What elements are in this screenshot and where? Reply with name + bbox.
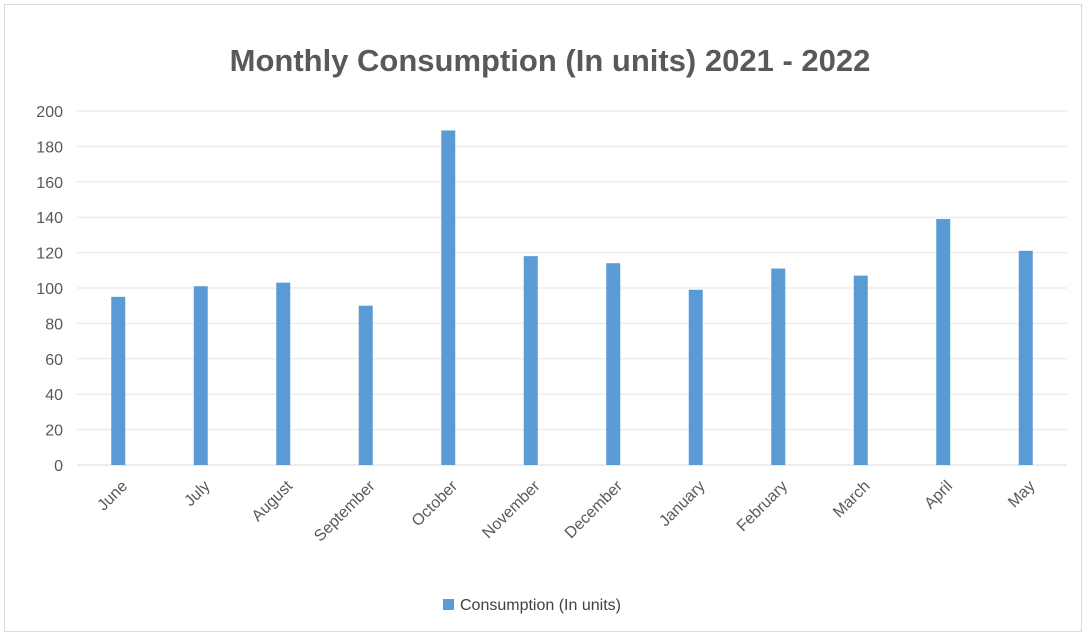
y-tick-label: 60	[45, 352, 63, 369]
x-tick-label: March	[830, 478, 873, 521]
y-tick-label: 100	[36, 281, 63, 298]
bar-march	[853, 275, 868, 465]
chart-title: Monthly Consumption (In units) 2021 - 20…	[230, 43, 871, 78]
x-tick-label: May	[1005, 478, 1038, 511]
chart-frame: Monthly Consumption (In units) 2021 - 20…	[4, 4, 1082, 632]
x-tick-label: February	[734, 478, 791, 535]
y-axis-labels: 0 20 40 60 80 100 120 140 160 180 200	[36, 104, 63, 475]
gridlines	[77, 110, 1067, 431]
x-tick-label: October	[409, 477, 462, 530]
bar-chart: Monthly Consumption (In units) 2021 - 20…	[36, 43, 1067, 614]
legend: Consumption (In units)	[443, 597, 621, 614]
x-tick-label: November	[479, 477, 544, 542]
bar-july	[193, 286, 208, 465]
x-tick-label: August	[249, 477, 297, 525]
y-tick-label: 160	[36, 175, 63, 192]
bar-december	[606, 263, 621, 465]
y-tick-label: 20	[45, 423, 63, 440]
legend-label-consumption: Consumption (In units)	[460, 597, 621, 614]
x-tick-label: April	[921, 478, 956, 513]
y-tick-label: 200	[36, 104, 63, 121]
x-axis-labels: June July August September October November De…	[95, 477, 1039, 545]
bar-january	[688, 289, 703, 465]
legend-swatch	[443, 599, 454, 610]
bar-may	[1018, 250, 1033, 465]
y-tick-label: 0	[54, 458, 63, 475]
bar-april	[936, 218, 951, 465]
bar-february	[771, 268, 786, 465]
bar-june	[111, 296, 126, 465]
x-tick-label: December	[562, 477, 627, 542]
bars	[111, 130, 1033, 465]
x-tick-label: January	[656, 478, 708, 530]
y-tick-label: 180	[36, 139, 63, 156]
bar-october	[441, 130, 456, 465]
bar-august	[276, 282, 291, 465]
y-tick-label: 120	[36, 246, 63, 263]
x-tick-label: July	[181, 478, 213, 510]
bar-november	[523, 256, 538, 465]
y-tick-label: 40	[45, 387, 63, 404]
y-tick-label: 140	[36, 210, 63, 227]
x-tick-label: September	[311, 477, 379, 545]
x-tick-label: June	[95, 478, 132, 515]
bar-september	[358, 305, 373, 465]
y-tick-label: 80	[45, 316, 63, 333]
